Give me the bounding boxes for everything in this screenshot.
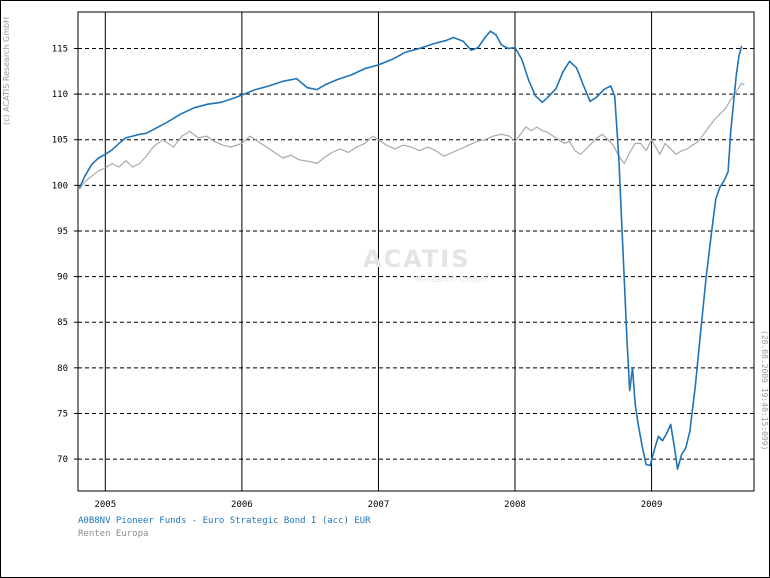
y-tick-label: 115	[52, 44, 68, 54]
y-tick-label: 90	[57, 273, 68, 283]
plot-area	[77, 11, 755, 492]
x-tick-label: 2005	[94, 500, 116, 510]
x-tick-label: 2006	[231, 500, 253, 510]
y-tick-label: 100	[52, 181, 68, 191]
legend-entry-benchmark: Renten Europa	[78, 529, 149, 539]
y-tick-label: 70	[57, 455, 68, 465]
y-tick-label: 80	[57, 364, 68, 374]
y-tick-label: 105	[52, 136, 68, 146]
series-lines	[78, 30, 745, 470]
legend-entry-fund: A0B8NV Pioneer Funds - Euro Strategic Bo…	[78, 516, 371, 526]
y-tick-label: 75	[57, 409, 68, 419]
x-tick-label: 2007	[368, 500, 390, 510]
y-tick-label: 95	[57, 227, 68, 237]
grid-lines	[74, 12, 754, 491]
x-tick-label: 2008	[504, 500, 526, 510]
series-fund-line	[78, 30, 743, 470]
tick-labels: 70 75 80 85 90 95 100 105 110 115 2005 2006 2007 2008…	[52, 44, 663, 510]
y-tick-label: 110	[52, 90, 68, 100]
series-benchmark-line	[78, 82, 745, 190]
watermark-logo: ACATIS	[363, 245, 471, 273]
watermark-subtitle: Research GmbH	[415, 275, 488, 285]
y-tick-label: 85	[57, 318, 68, 328]
x-tick-label: 2009	[641, 500, 663, 510]
